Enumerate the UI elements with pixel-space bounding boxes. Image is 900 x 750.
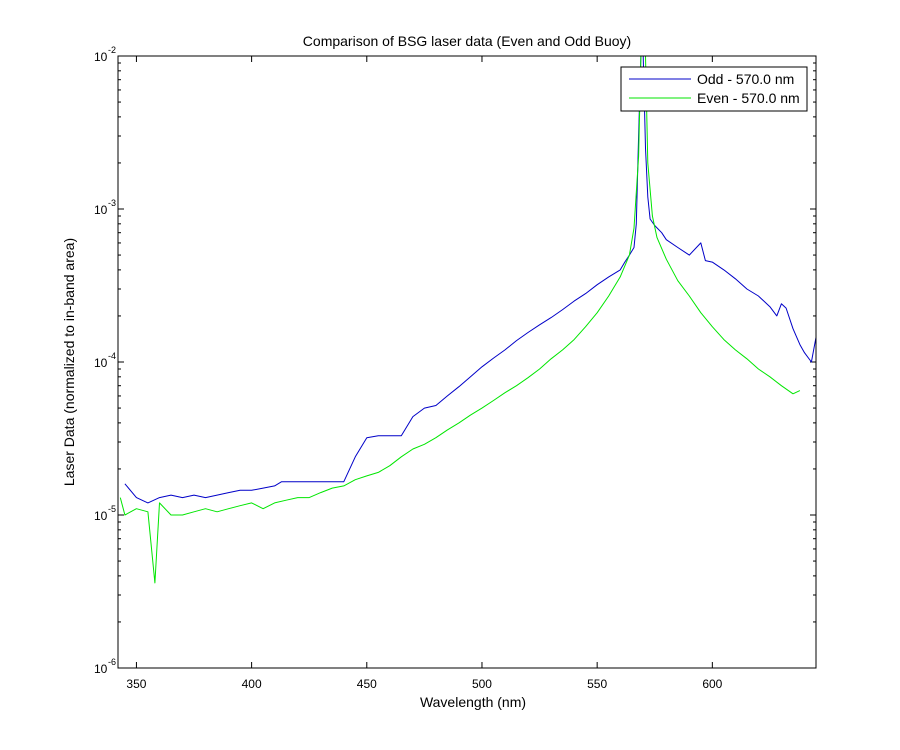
x-tick-label: 350: [126, 677, 146, 691]
chart-title: Comparison of BSG laser data (Even and O…: [303, 33, 631, 49]
series-lines: [119, 55, 817, 584]
legend-label-odd: Odd - 570.0 nm: [697, 71, 794, 87]
y-tick-exponent: -6: [108, 657, 116, 667]
x-tick-label: 550: [587, 677, 607, 691]
y-tick-label: 10: [94, 509, 108, 523]
x-tick-label: 400: [242, 677, 262, 691]
y-tick-exponent: -4: [108, 351, 116, 361]
plot-area: [118, 56, 816, 668]
y-tick-exponent: -2: [108, 45, 116, 55]
legend: Odd - 570.0 nm Even - 570.0 nm: [620, 66, 808, 112]
y-tick-label: 10: [94, 662, 108, 676]
y-tick-label: 10: [94, 50, 108, 64]
legend-label-even: Even - 570.0 nm: [697, 90, 800, 106]
y-tick-exponent: -3: [108, 198, 116, 208]
x-tick-label: 450: [357, 677, 377, 691]
series-line-even: [119, 55, 801, 584]
series-line-odd: [124, 55, 817, 504]
plot-frame: [117, 55, 817, 669]
y-tick-label: 10: [94, 356, 108, 370]
legend-box: [620, 66, 808, 112]
y-axis-label: Laser Data (normalized to in-band area): [61, 238, 77, 486]
x-tick-label: 500: [472, 677, 492, 691]
y-tick-exponent: -5: [108, 504, 116, 514]
x-tick-label: 600: [702, 677, 722, 691]
y-tick-label: 10: [94, 203, 108, 217]
x-axis-label: Wavelength (nm): [420, 694, 526, 710]
